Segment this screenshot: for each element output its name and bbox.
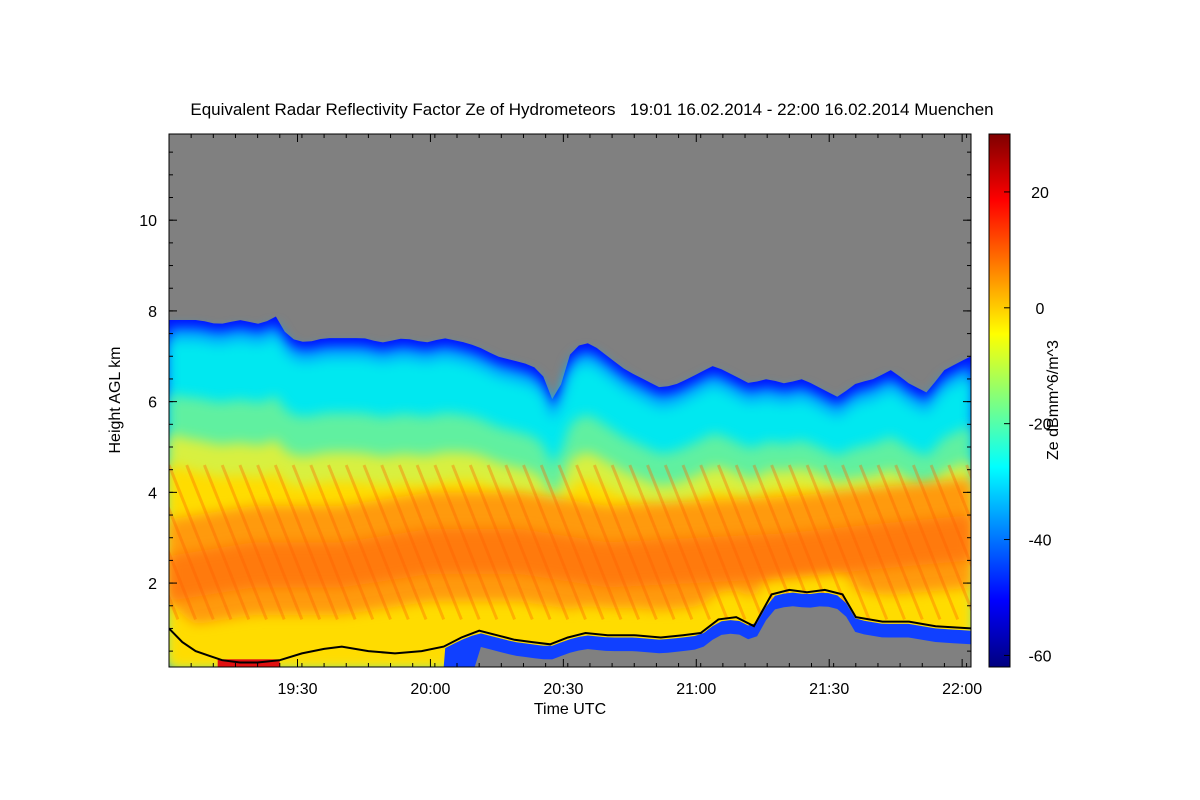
colorbar-scale: [988, 133, 1011, 668]
fall-streak: [344, 464, 410, 620]
x-tick-label: 20:00: [410, 681, 450, 698]
echo-core-band: [169, 515, 971, 602]
heatmap-plot-area: [80, 134, 971, 667]
y-tick-label: 6: [148, 395, 157, 412]
colorbar-label: Ze dBmm^6/m^3: [1045, 340, 1062, 460]
fall-streak: [752, 464, 818, 620]
colorbar-ticks: 20 0 -20 -40 -60: [1004, 185, 1052, 665]
colorbar-tick-label: -40: [1028, 533, 1051, 550]
fall-streak: [929, 464, 971, 569]
fall-streak: [169, 505, 215, 620]
fall-streak: [823, 464, 889, 620]
fall-streak: [876, 464, 942, 620]
fall-streak: [169, 464, 233, 620]
low-level-missing: [474, 606, 971, 667]
fall-streak: [398, 464, 463, 620]
fall-streak: [256, 464, 322, 620]
plot-frame: [168, 133, 972, 668]
reflectivity-field: [80, 316, 971, 667]
fall-streak: [504, 464, 570, 620]
fall-streak: [362, 464, 428, 620]
fall-streaks: [80, 464, 971, 620]
colorbar-tick-label: -20: [1028, 417, 1051, 434]
fall-streak: [327, 464, 392, 620]
colorbar-tick-label: 0: [1036, 301, 1045, 318]
fall-streak: [557, 464, 623, 620]
fall-streak: [380, 464, 446, 620]
fall-streak: [185, 464, 251, 620]
y-axis-label: Height AGL km: [107, 346, 124, 453]
fall-streak: [858, 464, 924, 620]
fall-streak: [699, 464, 765, 620]
x-tick-label: 22:00: [942, 681, 982, 698]
fall-streak: [628, 464, 694, 620]
fall-streak: [238, 464, 304, 620]
melting-layer-line: [169, 588, 971, 664]
fall-streak: [912, 464, 971, 613]
fall-streak: [947, 464, 971, 525]
x-tick-label: 21:00: [676, 681, 716, 698]
fall-streak: [681, 464, 747, 620]
x-tick-label: 20:30: [543, 681, 583, 698]
y-tick-label: 10: [139, 213, 157, 230]
fall-streak: [663, 464, 729, 620]
fall-streak: [451, 464, 516, 620]
fall-streak: [841, 464, 906, 620]
fall-streak: [273, 464, 339, 620]
y-axis: 2 4 6 8 10: [139, 151, 971, 652]
fall-streak: [80, 465, 142, 619]
fall-streak: [522, 464, 587, 620]
chart-title: Equivalent Radar Reflectivity Factor Ze …: [190, 100, 993, 119]
fall-streak: [433, 464, 499, 620]
fall-streak: [309, 464, 375, 620]
fall-streak: [415, 464, 481, 620]
fall-streak: [291, 464, 357, 620]
y-tick-label: 4: [148, 485, 157, 502]
fall-streak: [593, 464, 658, 620]
colorbar-tick-label: -60: [1028, 648, 1051, 665]
fall-streak: [220, 464, 286, 620]
x-tick-label: 19:30: [277, 681, 317, 698]
colorbar: 20 0 -20 -40 -60 Ze dBmm^6/m^3: [988, 133, 1062, 668]
x-axis: 19:30 20:00 20:30 21:00 21:30 22:00: [168, 134, 982, 698]
fall-streak: [646, 464, 711, 620]
colorbar-tick-label: 20: [1031, 185, 1049, 202]
fall-streak: [717, 464, 782, 620]
x-axis-label: Time UTC: [534, 701, 606, 718]
fall-streak: [575, 464, 641, 620]
fall-streak: [486, 464, 552, 620]
fall-streak: [610, 464, 676, 620]
fall-streak: [169, 549, 197, 620]
fall-streak: [468, 464, 534, 620]
y-tick-label: 2: [148, 576, 157, 593]
fall-streak: [203, 464, 268, 620]
y-tick-label: 8: [148, 304, 157, 321]
fall-streak: [894, 464, 960, 620]
x-tick-label: 21:30: [809, 681, 849, 698]
fall-streak: [539, 464, 605, 620]
fall-streak: [805, 464, 871, 620]
